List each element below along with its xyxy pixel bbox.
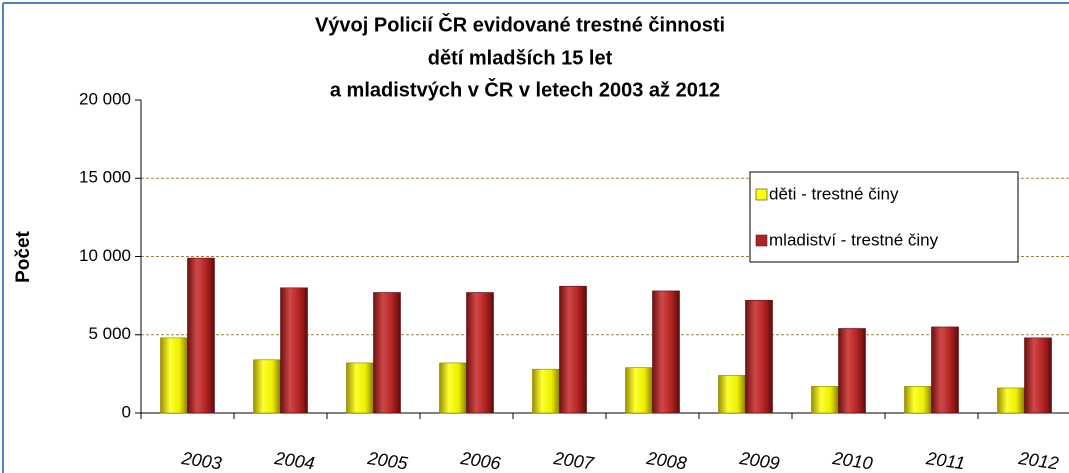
bar bbox=[253, 359, 281, 414]
bar bbox=[745, 300, 773, 414]
legend-label: mladiství - trestné činy bbox=[769, 230, 939, 249]
bar bbox=[811, 386, 839, 414]
bar bbox=[466, 292, 494, 414]
chart-title: Vývoj Policií ČR evidované trestné činno… bbox=[315, 12, 725, 36]
bar bbox=[652, 290, 680, 414]
x-tick-label: 2010 bbox=[830, 448, 873, 473]
x-tick-label: 2004 bbox=[272, 448, 315, 473]
x-tick-label: 2007 bbox=[551, 448, 595, 473]
bar bbox=[532, 368, 560, 414]
legend-box bbox=[749, 171, 1019, 263]
legend-swatch bbox=[755, 234, 768, 247]
bar bbox=[280, 287, 308, 414]
bar bbox=[904, 386, 932, 414]
bar bbox=[931, 326, 959, 414]
bar bbox=[160, 337, 188, 414]
x-tick-label: 2005 bbox=[365, 448, 409, 473]
bar bbox=[625, 367, 653, 414]
y-tick-label: 0 bbox=[122, 402, 131, 421]
y-tick-label: 20 000 bbox=[79, 89, 131, 108]
bar bbox=[838, 328, 866, 414]
y-tick-label: 5 000 bbox=[88, 324, 131, 343]
x-tick-label: 2008 bbox=[644, 448, 687, 473]
legend-swatch bbox=[755, 188, 768, 201]
y-axis-label: Počet bbox=[13, 230, 34, 282]
bar bbox=[373, 292, 401, 414]
bar bbox=[187, 257, 215, 414]
x-tick-label: 2009 bbox=[737, 448, 780, 473]
chart-title: a mladistvých v ČR v letech 2003 až 2012 bbox=[330, 77, 720, 101]
x-tick-label: 2011 bbox=[924, 448, 966, 473]
x-tick-label: 2006 bbox=[458, 448, 502, 473]
bar bbox=[1024, 337, 1052, 414]
bar bbox=[559, 285, 587, 414]
x-tick-label: 2003 bbox=[179, 448, 222, 473]
bar bbox=[718, 375, 746, 414]
bar bbox=[439, 362, 467, 414]
chart-title: dětí mladších 15 let bbox=[428, 47, 613, 69]
y-tick-label: 10 000 bbox=[79, 246, 131, 265]
bar bbox=[346, 362, 374, 414]
x-tick-label: 2012 bbox=[1016, 448, 1059, 473]
legend-label: děti - trestné činy bbox=[769, 184, 899, 203]
bar bbox=[997, 387, 1025, 414]
y-tick-label: 15 000 bbox=[79, 168, 131, 187]
